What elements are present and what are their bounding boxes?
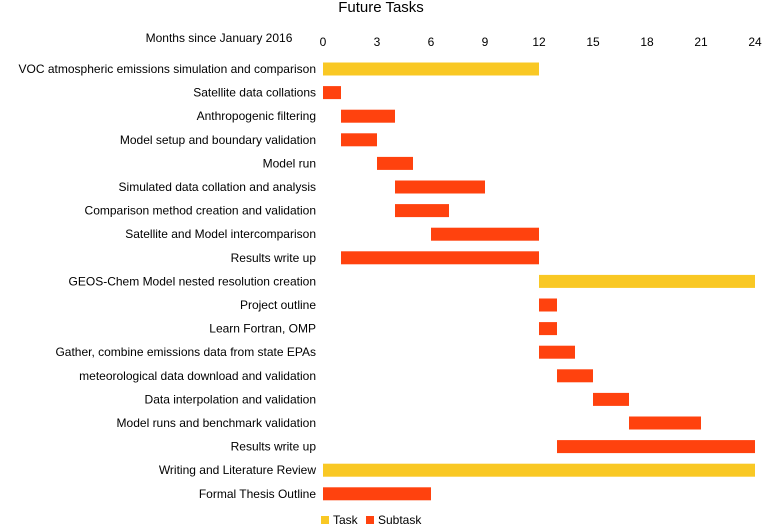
subtask-bar bbox=[539, 322, 557, 336]
subtask-bar bbox=[323, 487, 431, 501]
category-label: Gather, combine emissions data from stat… bbox=[55, 345, 316, 359]
subtask-bar bbox=[341, 109, 395, 123]
subtask-bar bbox=[341, 133, 377, 147]
category-label: Data interpolation and validation bbox=[145, 392, 316, 406]
category-label: Comparison method creation and validatio… bbox=[85, 204, 316, 218]
subtask-bar bbox=[431, 227, 539, 241]
task-bar bbox=[323, 463, 755, 477]
category-label: Learn Fortran, OMP bbox=[209, 322, 316, 336]
subtask-bar bbox=[323, 86, 341, 100]
category-label: Model runs and benchmark validation bbox=[117, 416, 316, 430]
category-label: Simulated data collation and analysis bbox=[119, 180, 316, 194]
x-tick-label: 9 bbox=[482, 35, 489, 49]
subtask-bar bbox=[593, 392, 629, 406]
task-bar bbox=[323, 62, 539, 76]
x-tick-label: 6 bbox=[428, 35, 435, 49]
category-label: Satellite and Model intercomparison bbox=[125, 227, 316, 241]
x-axis-label: Months since January 2016 bbox=[146, 31, 293, 45]
x-tick-label: 12 bbox=[532, 35, 546, 49]
chart-title: Future Tasks bbox=[338, 0, 424, 16]
x-tick-label: 18 bbox=[640, 35, 654, 49]
category-label: Satellite data collations bbox=[193, 86, 316, 100]
x-tick-label: 3 bbox=[374, 35, 381, 49]
category-label: meteorological data download and validat… bbox=[79, 369, 316, 383]
category-label: Writing and Literature Review bbox=[159, 463, 317, 477]
subtask-bar bbox=[395, 180, 485, 194]
legend: Task Subtask bbox=[321, 513, 422, 527]
subtask-bar bbox=[539, 298, 557, 312]
legend-swatch bbox=[321, 516, 329, 524]
subtask-bar bbox=[629, 416, 701, 430]
category-label: GEOS-Chem Model nested resolution creati… bbox=[69, 274, 316, 288]
x-tick-label: 24 bbox=[748, 35, 762, 49]
legend-label: Task bbox=[333, 513, 359, 527]
category-labels: VOC atmospheric emissions simulation and… bbox=[19, 62, 317, 501]
x-tick-label: 21 bbox=[694, 35, 708, 49]
task-bar bbox=[539, 274, 755, 288]
subtask-bar bbox=[557, 440, 755, 454]
subtask-bar bbox=[395, 204, 449, 218]
category-label: Formal Thesis Outline bbox=[199, 487, 316, 501]
category-label: Model run bbox=[263, 156, 316, 170]
category-label: Anthropogenic filtering bbox=[197, 109, 316, 123]
subtask-bar bbox=[341, 251, 539, 265]
category-label: Project outline bbox=[240, 298, 316, 312]
x-tick-label: 15 bbox=[586, 35, 600, 49]
subtask-bar bbox=[539, 345, 575, 359]
x-tick-labels: 0 3 6 9 12 15 18 21 24 bbox=[320, 35, 762, 49]
category-label: Model setup and boundary validation bbox=[120, 133, 316, 147]
x-tick-label: 0 bbox=[320, 35, 327, 49]
category-label: Results write up bbox=[231, 440, 317, 454]
bars bbox=[323, 62, 755, 501]
legend-swatch bbox=[366, 516, 374, 524]
subtask-bar bbox=[377, 156, 413, 170]
category-label: Results write up bbox=[231, 251, 317, 265]
category-label: VOC atmospheric emissions simulation and… bbox=[19, 62, 316, 76]
legend-label: Subtask bbox=[378, 513, 422, 527]
subtask-bar bbox=[557, 369, 593, 383]
